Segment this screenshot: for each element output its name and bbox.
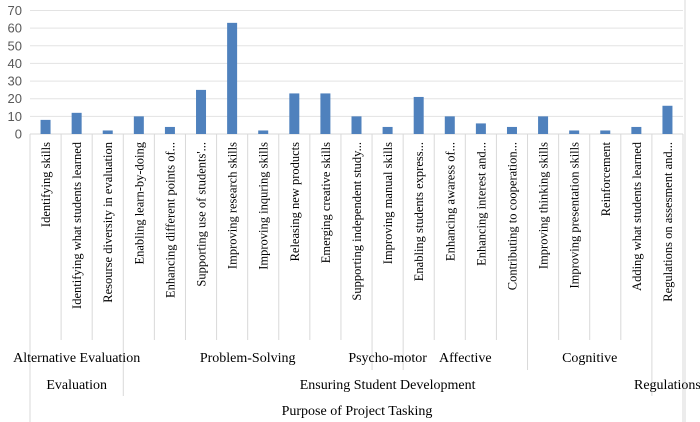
category-label: Enhancing awaress of...	[443, 142, 457, 261]
category-label: Enabling students express...	[412, 142, 426, 281]
bar	[102, 130, 113, 134]
y-tick-label: 60	[8, 21, 22, 36]
category-label: Improving presentation skills	[568, 142, 582, 289]
group-label-level1: Cognitive	[562, 351, 617, 366]
category-label: Adding what students learned	[630, 141, 644, 291]
bar	[289, 93, 300, 134]
bar	[631, 126, 642, 134]
group-label-level2: Ensuring Student Development	[300, 378, 476, 393]
bar	[196, 89, 207, 134]
category-label: Contributing to cooperation...	[505, 142, 519, 290]
category-label: Regulations on assesment and...	[661, 142, 675, 302]
category-label: Identifying what students learned	[70, 141, 84, 309]
category-label: Improving thinking skills	[537, 142, 551, 269]
bar	[164, 126, 175, 134]
bar	[600, 130, 611, 134]
y-tick-label: 50	[8, 38, 22, 53]
group-label-level2: Regulations	[634, 378, 700, 393]
category-label: Improving research skills	[226, 142, 240, 269]
bar	[227, 22, 238, 135]
bar	[413, 96, 424, 134]
category-label: Enhancing different points of...	[163, 142, 177, 298]
group-label-level1: Alternative Evaluation	[13, 351, 140, 366]
bar	[444, 116, 455, 134]
group-label-level2: Evaluation	[46, 378, 107, 393]
category-label: Enabling learn-by-doing	[132, 141, 146, 264]
category-label: Releasing new products	[288, 142, 302, 262]
category-label: Supporting independent study...	[350, 142, 364, 301]
group-label-level1: Problem-Solving	[200, 351, 296, 366]
bar	[133, 116, 144, 134]
bar	[662, 105, 673, 134]
y-tick-label: 40	[8, 56, 22, 71]
bar	[71, 112, 82, 134]
y-tick-label: 0	[15, 127, 22, 142]
category-label: Identifying skills	[39, 142, 53, 227]
bar	[475, 123, 486, 134]
category-label: Improving manual skills	[381, 142, 395, 264]
group-label-level1: Affective	[439, 351, 492, 366]
bar	[506, 126, 517, 134]
group-label-level1: Psycho-motor	[348, 351, 427, 366]
bar	[320, 93, 331, 134]
bar	[569, 130, 580, 134]
y-tick-label: 30	[8, 74, 22, 89]
y-tick-label: 10	[8, 109, 22, 124]
category-label: Emerging creative skills	[319, 142, 333, 263]
y-tick-label: 70	[8, 3, 22, 18]
y-tick-label: 20	[8, 91, 22, 106]
bar	[382, 126, 393, 134]
category-label: Resourse diversity in evaluation	[101, 141, 115, 302]
category-label: Reinforcement	[599, 141, 613, 216]
category-label: Supporting use of students'...	[195, 142, 209, 287]
category-label: Improving inquring skills	[257, 142, 271, 270]
bar	[40, 119, 51, 134]
bar	[538, 116, 549, 134]
bar	[258, 130, 269, 134]
bar	[351, 116, 362, 134]
x-axis-title: Purpose of Project Tasking	[282, 404, 433, 419]
category-label: Enhancing interest and...	[474, 142, 488, 266]
